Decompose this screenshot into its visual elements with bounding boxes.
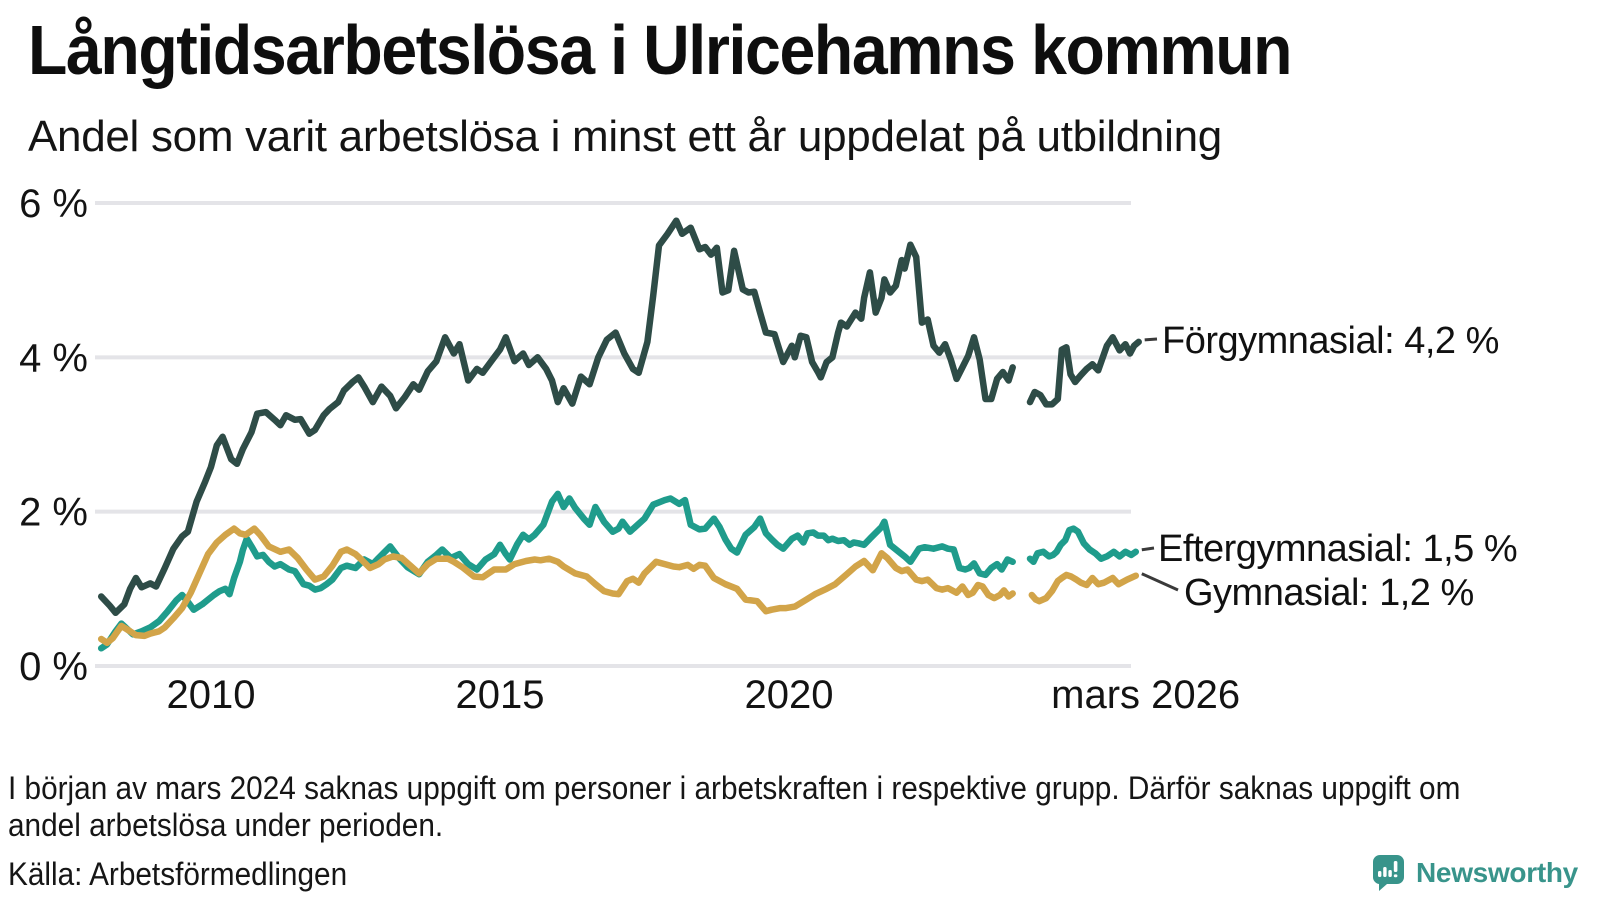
footnote: I början av mars 2024 saknas uppgift om … [8,770,1460,844]
y-tick-label: 6 % [19,182,88,226]
x-tick-label: 2020 [745,673,834,717]
page-title: Långtidsarbetslösa i Ulricehamns kommun [28,11,1293,89]
series-end-label-eftergymnasial: Eftergymnasial: 1,5 % [1158,528,1518,570]
footnote-line-2: andel arbetslösa under perioden. [8,807,444,843]
newsworthy-logo-icon [1372,855,1404,891]
series-end-label-gymnasial: Gymnasial: 1,2 % [1184,572,1474,614]
chart-subtitle: Andel som varit arbetslösa i minst ett å… [28,112,1222,161]
footnote-line-1: I början av mars 2024 saknas uppgift om … [8,770,1461,806]
source-note: Källa: Arbetsförmedlingen [8,856,348,892]
y-tick-label: 2 % [19,491,88,535]
y-tick-label: 4 % [19,336,88,380]
series-line-gymnasial [97,525,1140,647]
x-tick-label: mars 2026 [1051,673,1240,717]
x-tick-label: 2010 [167,673,256,717]
series-line-forgymnasial [97,217,1142,617]
legend-connector-gymnasial [1141,572,1179,592]
series-line-eftergymnasial [97,490,1140,652]
x-tick-label: 2015 [456,673,545,717]
series-end-label-forgymnasial: Förgymnasial: 4,2 % [1162,320,1499,362]
newsworthy-wordmark: Newsworthy [1416,857,1578,888]
legend-connector-eftergymnasial [1141,546,1155,552]
y-tick-label: 0 % [19,645,88,689]
newsworthy-logo: Newsworthy [1372,854,1578,892]
legend-connector-forgymnasial [1144,337,1158,342]
